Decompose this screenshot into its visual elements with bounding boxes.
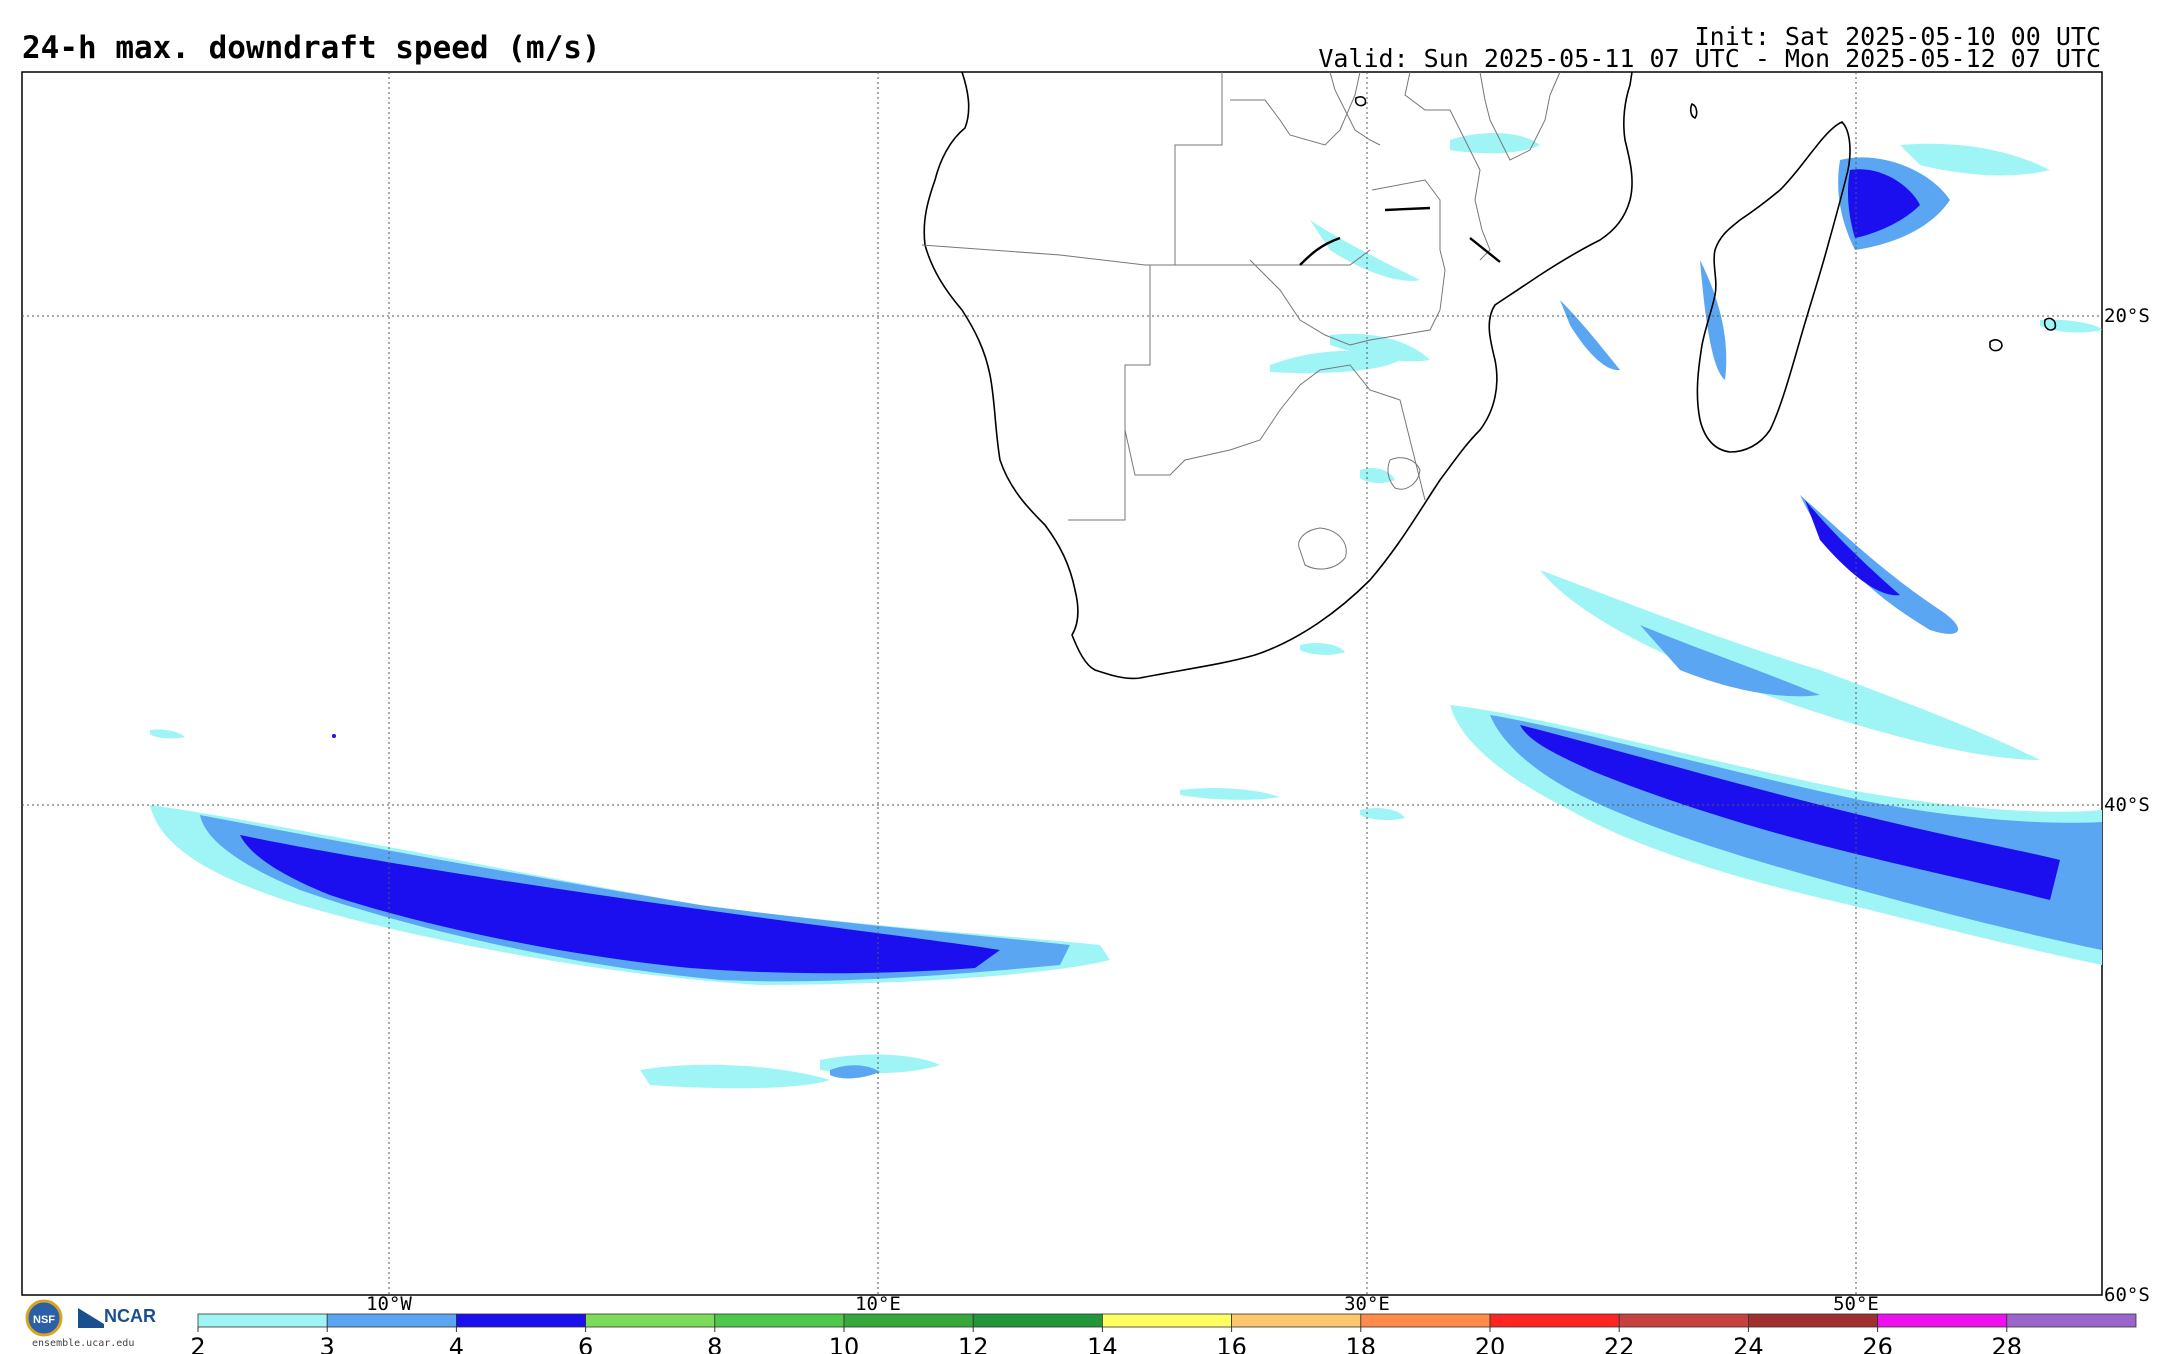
colorbar-swatch	[843, 1313, 974, 1328]
colorbar-swatch	[197, 1313, 328, 1328]
country-borders	[921, 71, 1561, 570]
site-url: ensemble.ucar.edu	[32, 1338, 135, 1349]
colorbar-tick-label: 22	[1604, 1333, 1635, 1354]
colorbar-swatch	[972, 1313, 1103, 1328]
colorbar-tick-label: 3	[320, 1333, 335, 1354]
colorbar-tick-label: 18	[1346, 1333, 1377, 1354]
colorbar-swatch	[1102, 1313, 1233, 1328]
africa-coast	[923, 71, 1633, 680]
lakes	[1299, 206, 1501, 266]
colorbar-swatch	[1360, 1313, 1491, 1328]
colorbar-swatch	[1877, 1313, 2008, 1328]
nsf-logo-text: NSF	[33, 1314, 55, 1326]
lon-label-30e: 30°E	[1344, 1293, 1390, 1315]
logo-block: NSF NCAR ensemble.ucar.edu	[24, 1298, 164, 1350]
colorbar-tick-label: 24	[1733, 1333, 1764, 1354]
mauritius-coast	[1989, 339, 2003, 352]
lon-label-10e: 10°E	[855, 1293, 901, 1315]
lat-label-40s: 40°S	[2104, 794, 2150, 816]
colorbar-swatch	[714, 1313, 845, 1328]
init-time: Init: Sat 2025-05-10 00 UTC	[1694, 22, 2101, 51]
colorbar-tick-label: 20	[1475, 1333, 1506, 1354]
colorbar-swatch	[1748, 1313, 1879, 1328]
lat-label-60s: 60°S	[2104, 1284, 2150, 1306]
downdraft-field	[150, 133, 2102, 1089]
reunion-coast	[2043, 317, 2057, 331]
ncar-logo-icon	[78, 1308, 104, 1328]
nsf-logo-icon: NSF	[25, 1299, 63, 1337]
colorbar-tick-label: 8	[707, 1333, 722, 1354]
swath-west-dark	[240, 835, 1000, 974]
map-title: 24-h max. downdraft speed (m/s)	[22, 30, 601, 66]
colorbar-tick-label: 28	[1992, 1333, 2023, 1354]
colorbar-tick-label: 16	[1216, 1333, 1247, 1354]
colorbar-swatch	[455, 1313, 586, 1328]
colorbar-tick-label: 26	[1862, 1333, 1893, 1354]
ncar-logo-text: NCAR	[104, 1306, 156, 1326]
lake-coast	[1354, 96, 1367, 107]
colorbar-swatch	[2006, 1313, 2137, 1328]
graticule	[22, 72, 2102, 1295]
coastlines	[923, 71, 2057, 680]
colorbar-tick-label: 12	[958, 1333, 989, 1354]
lat-label-20s: 20°S	[2104, 305, 2150, 327]
colorbar-swatch	[1231, 1313, 1362, 1328]
swath-east-dark	[1520, 725, 2060, 900]
colorbar-swatch	[585, 1313, 716, 1328]
colorbar-tick-label: 6	[578, 1333, 593, 1354]
madagascar-coast	[1696, 121, 1851, 453]
colorbar-tick-label: 4	[449, 1333, 464, 1354]
colorbar-swatch	[326, 1313, 457, 1328]
valid-time: Valid: Sun 2025-05-11 07 UTC - Mon 2025-…	[1318, 44, 2101, 73]
colorbar-swatch	[1618, 1313, 1749, 1328]
comoros-coast	[1689, 102, 1698, 119]
colorbar-tick-label: 2	[190, 1333, 205, 1354]
lon-label-50e: 50°E	[1833, 1293, 1879, 1315]
colorbar: 2 3 4 6 8 10 12 14 16 18 20 22 24 26 28	[190, 1313, 2137, 1354]
colorbar-tick-label: 14	[1087, 1333, 1118, 1354]
colorbar-tick-label: 10	[829, 1333, 860, 1354]
colorbar-swatch	[1489, 1313, 1620, 1328]
lon-label-10w: 10°W	[366, 1293, 412, 1315]
